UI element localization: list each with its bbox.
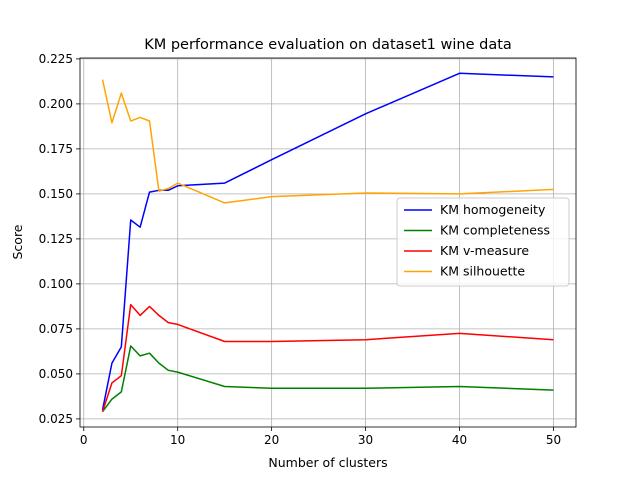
y-tick-label: 0.075: [39, 322, 73, 336]
y-tick-label: 0.125: [39, 232, 73, 246]
legend-label: KM v-measure: [440, 243, 529, 258]
series-line-km-v-measure: [101, 303, 554, 412]
legend-item-km-v-measure: KM v-measure: [404, 243, 529, 258]
x-tick-label: 30: [358, 433, 373, 447]
x-tick-label: 50: [546, 433, 561, 447]
x-tick-label: 0: [80, 433, 88, 447]
legend-item-km-homogeneity: KM homogeneity: [404, 202, 546, 217]
legend-frame: [396, 197, 570, 287]
x-tick-label: 20: [264, 433, 279, 447]
x-axis: 0 10 20 30 40 50: [80, 427, 561, 447]
y-tick-label: 0.025: [39, 412, 73, 426]
x-tick-label: 10: [170, 433, 185, 447]
legend: KM homogeneity KM completeness KM v-measur…: [396, 197, 570, 287]
y-tick-label: 0.175: [39, 142, 73, 156]
legend-label: KM completeness: [440, 223, 550, 238]
chart-title: KM performance evaluation on dataset1 wi…: [144, 37, 512, 53]
y-tick-label: 0.225: [39, 52, 73, 66]
legend-label: KM silhouette: [440, 264, 525, 279]
y-axis: 0.025 0.050 0.075 0.100 0.125 0.150 0.175 0.200…: [39, 52, 80, 426]
legend-item-km-completeness: KM completeness: [404, 223, 550, 238]
x-axis-label: Number of clusters: [268, 455, 387, 470]
legend-item-km-silhouette: KM silhouette: [404, 264, 525, 279]
y-tick-label: 0.100: [39, 277, 73, 291]
y-tick-label: 0.050: [39, 367, 73, 381]
y-axis-label: Score: [10, 224, 25, 259]
y-tick-label: 0.200: [39, 97, 73, 111]
legend-label: KM homogeneity: [440, 202, 546, 217]
y-tick-label: 0.150: [39, 187, 73, 201]
plot-frame: [79, 57, 577, 428]
series-line-km-silhouette: [101, 79, 554, 204]
series-layer: [101, 72, 554, 413]
series-line-km-completeness: [101, 345, 554, 413]
x-tick-label: 40: [452, 433, 467, 447]
